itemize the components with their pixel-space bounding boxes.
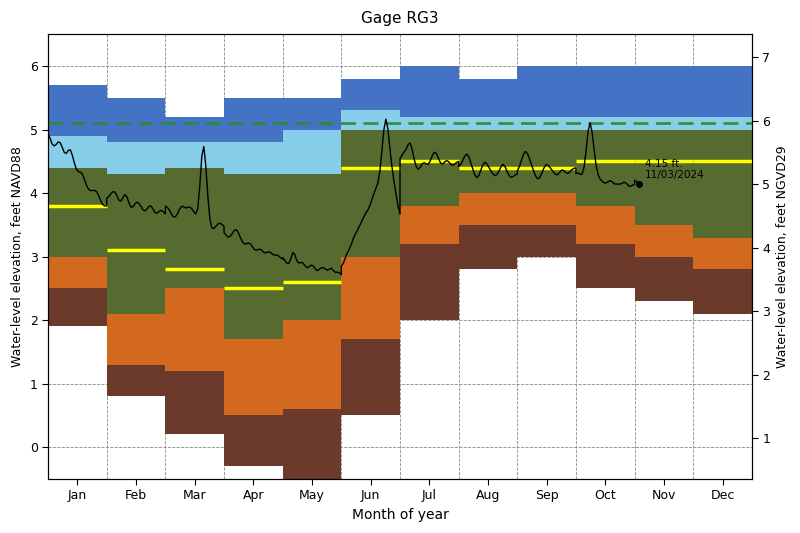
Bar bbox=[458, 79, 518, 117]
Title: Gage RG3: Gage RG3 bbox=[361, 11, 439, 26]
Text: 4.15 ft.
11/03/2024: 4.15 ft. 11/03/2024 bbox=[645, 159, 705, 180]
Bar bbox=[48, 168, 106, 256]
Bar bbox=[634, 256, 694, 301]
Bar bbox=[166, 288, 224, 371]
Bar bbox=[694, 269, 752, 314]
Bar bbox=[576, 117, 634, 130]
Bar bbox=[342, 79, 400, 110]
Bar bbox=[518, 193, 576, 225]
Bar bbox=[106, 314, 166, 365]
Bar bbox=[518, 66, 576, 117]
Bar bbox=[458, 130, 518, 193]
Bar bbox=[576, 130, 634, 206]
Bar bbox=[342, 130, 400, 256]
Bar bbox=[518, 117, 576, 130]
Bar bbox=[458, 193, 518, 225]
Bar bbox=[282, 130, 342, 174]
Bar bbox=[166, 117, 224, 142]
X-axis label: Month of year: Month of year bbox=[351, 508, 449, 522]
Bar bbox=[400, 206, 458, 244]
Bar bbox=[282, 98, 342, 130]
Bar bbox=[166, 142, 224, 168]
Bar bbox=[342, 339, 400, 415]
Bar bbox=[400, 117, 458, 130]
Bar bbox=[224, 98, 282, 142]
Bar bbox=[224, 415, 282, 466]
Bar bbox=[342, 110, 400, 130]
Bar bbox=[106, 142, 166, 174]
Bar bbox=[458, 225, 518, 269]
Bar bbox=[576, 244, 634, 288]
Bar bbox=[282, 320, 342, 409]
Bar bbox=[48, 136, 106, 168]
Bar bbox=[48, 256, 106, 288]
Bar bbox=[518, 225, 576, 256]
Bar bbox=[634, 225, 694, 256]
Bar bbox=[694, 238, 752, 269]
Bar bbox=[166, 371, 224, 434]
Bar bbox=[576, 206, 634, 244]
Bar bbox=[694, 117, 752, 130]
Bar bbox=[694, 66, 752, 117]
Bar bbox=[106, 174, 166, 314]
Bar bbox=[166, 168, 224, 288]
Bar bbox=[106, 98, 166, 142]
Bar bbox=[518, 130, 576, 193]
Y-axis label: Water-level elevation, feet NGVD29: Water-level elevation, feet NGVD29 bbox=[776, 146, 789, 368]
Bar bbox=[634, 117, 694, 130]
Bar bbox=[48, 85, 106, 136]
Y-axis label: Water-level elevation, feet NAVD88: Water-level elevation, feet NAVD88 bbox=[11, 146, 24, 367]
Bar bbox=[224, 142, 282, 174]
Bar bbox=[458, 117, 518, 130]
Bar bbox=[634, 130, 694, 225]
Bar bbox=[400, 244, 458, 320]
Bar bbox=[400, 66, 458, 117]
Bar bbox=[342, 256, 400, 339]
Bar bbox=[224, 174, 282, 339]
Bar bbox=[400, 130, 458, 206]
Bar bbox=[694, 130, 752, 238]
Bar bbox=[576, 66, 634, 117]
Bar bbox=[282, 409, 342, 479]
Bar bbox=[634, 66, 694, 117]
Bar bbox=[282, 174, 342, 320]
Bar bbox=[224, 339, 282, 415]
Bar bbox=[48, 288, 106, 326]
Bar bbox=[106, 365, 166, 397]
